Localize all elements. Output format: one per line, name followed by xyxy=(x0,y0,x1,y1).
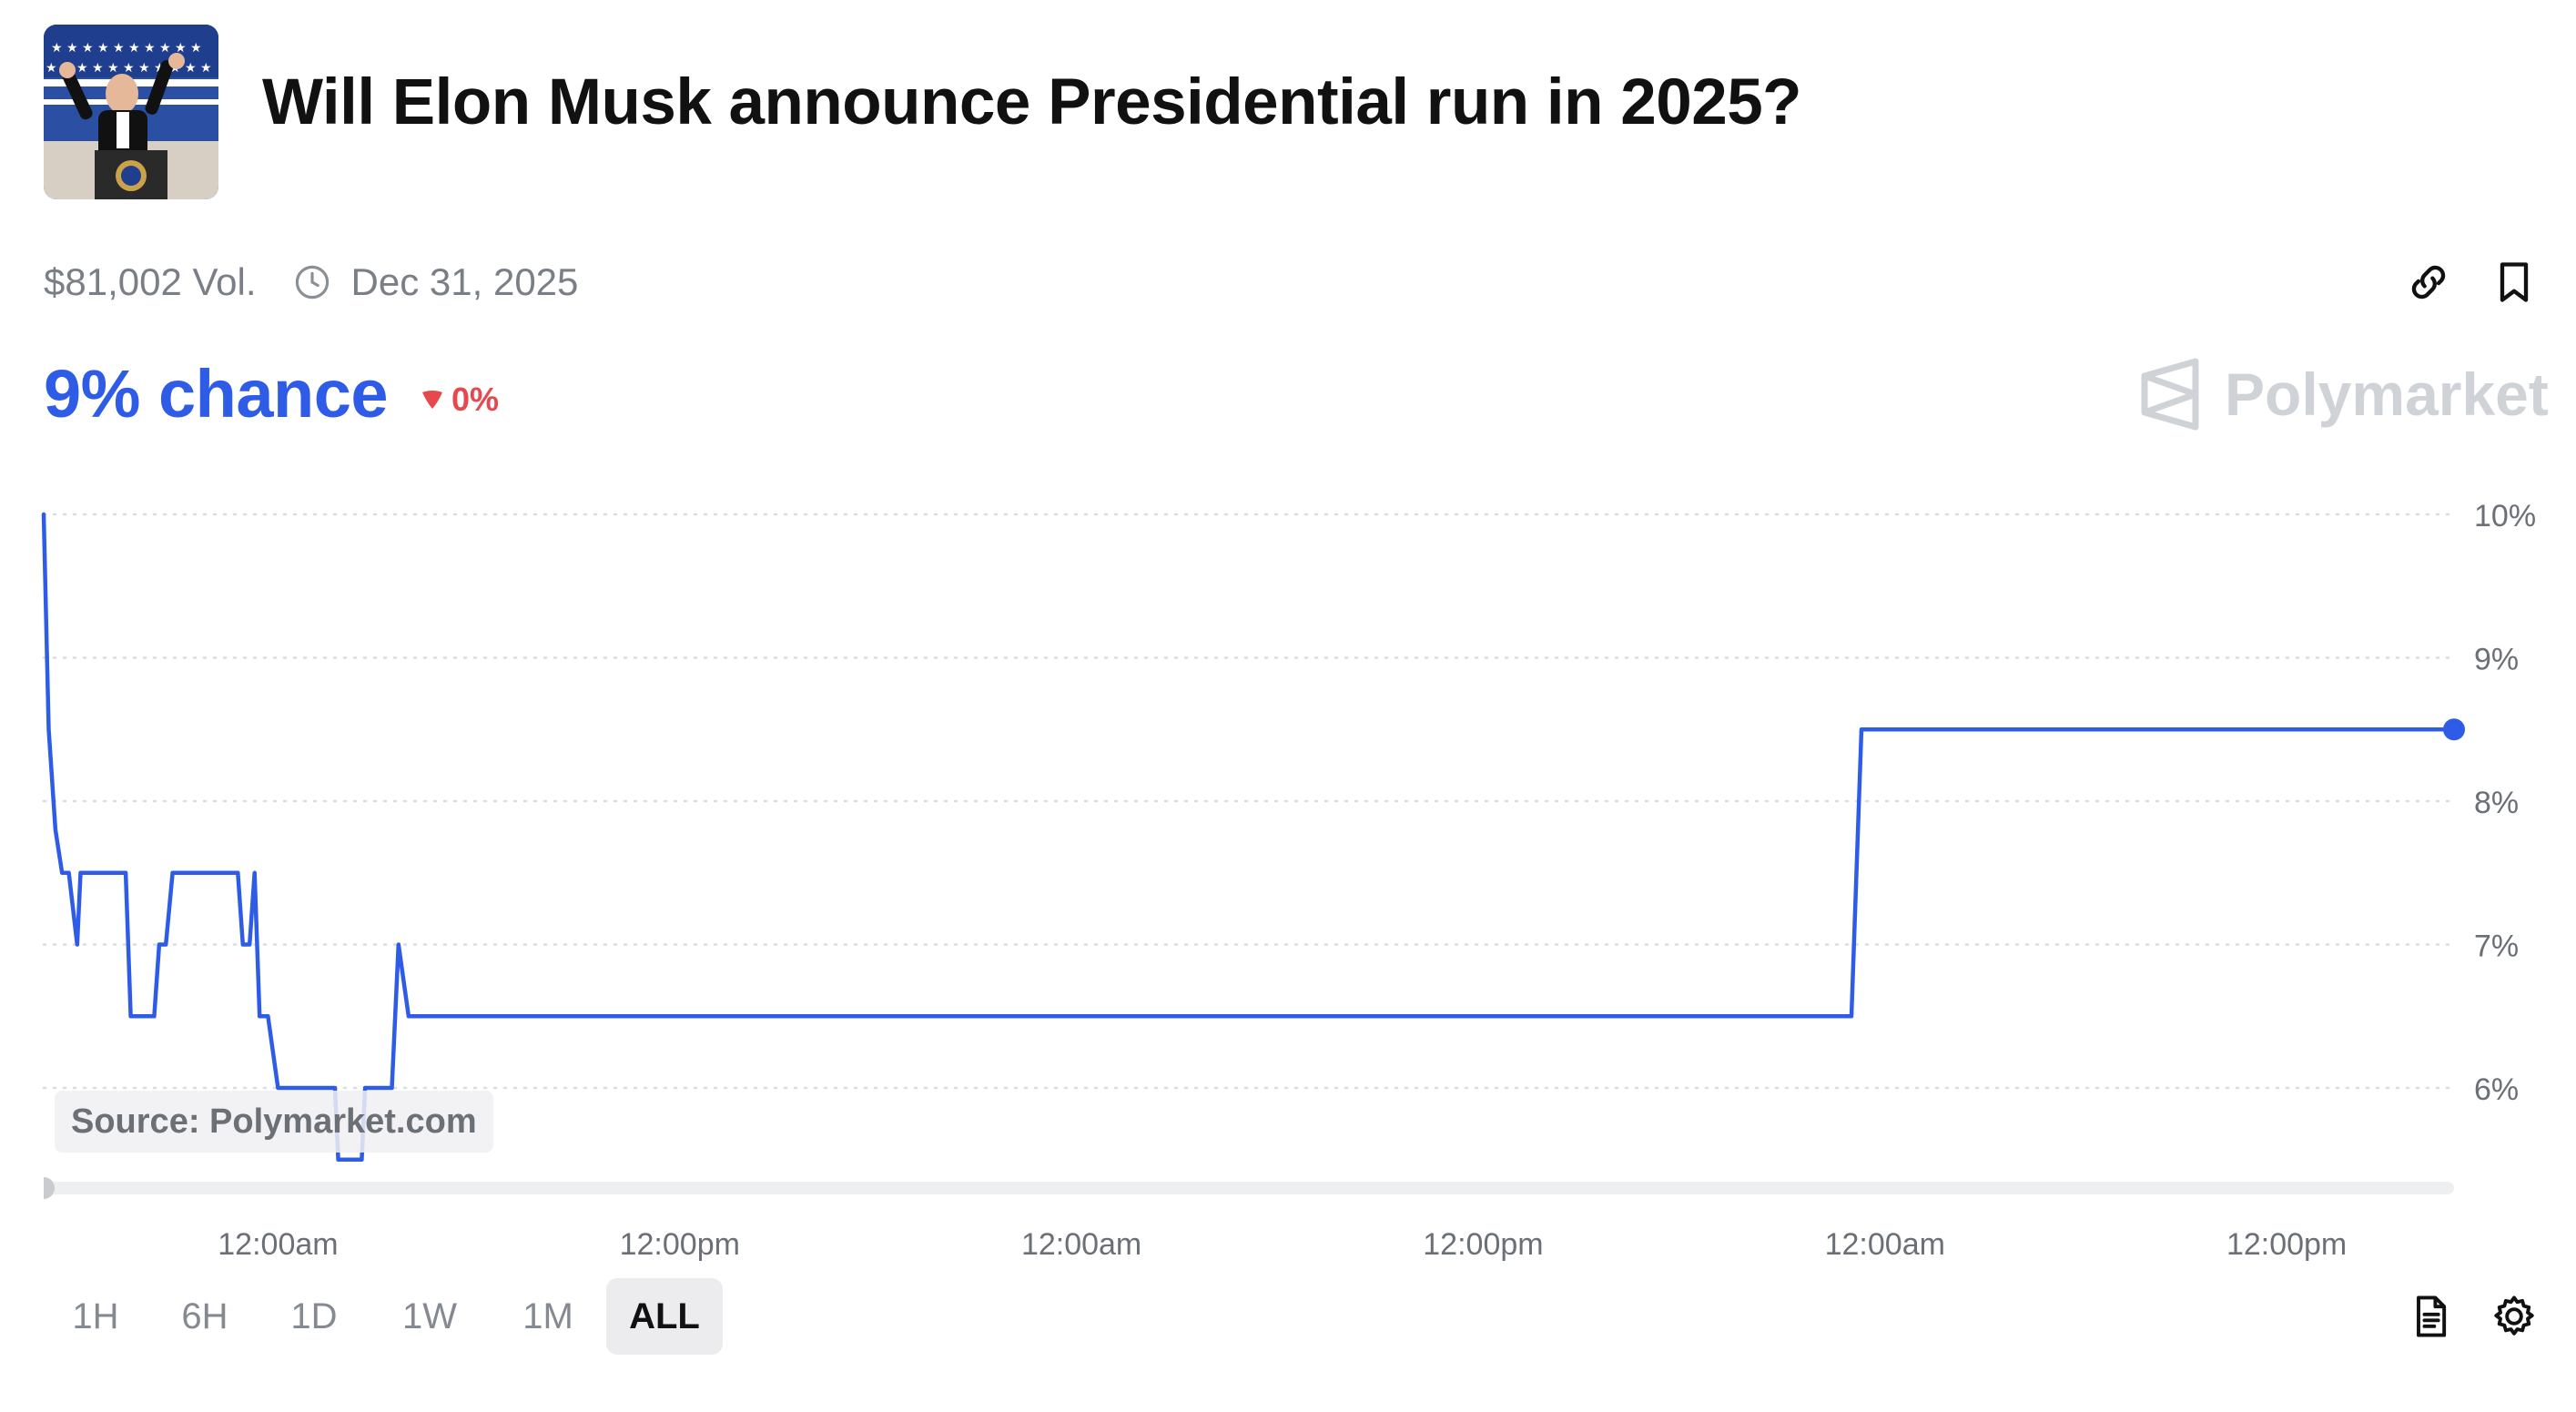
market-meta: $81,002 Vol. Dec 31, 2025 xyxy=(44,257,578,308)
bookmark-icon[interactable] xyxy=(2490,259,2538,306)
series-line xyxy=(41,512,2457,1163)
delta-text: 0% xyxy=(451,381,500,418)
y-tick-label: 7% xyxy=(2474,929,2519,964)
chance-delta: 0% xyxy=(421,381,499,419)
down-triangle-icon xyxy=(422,391,442,409)
range-handle[interactable] xyxy=(44,1177,55,1199)
timeframe-all[interactable]: ALL xyxy=(606,1278,723,1355)
clock-icon xyxy=(295,265,329,300)
market-title: Will Elon Musk announce Presidential run… xyxy=(262,66,1802,138)
timeframe-6h[interactable]: 6H xyxy=(181,1295,228,1336)
range-track[interactable] xyxy=(44,1182,2454,1194)
volume-text: $81,002 Vol. xyxy=(44,260,257,303)
source-watermark: Source: Polymarket.com xyxy=(55,1091,493,1153)
market-thumbnail: ★ ★ ★ ★ ★ ★ ★ ★ ★ ★ ★ ★ ★ ★ ★ ★ ★ ★ ★ ★ … xyxy=(44,25,218,199)
polymarket-logo: Polymarket xyxy=(2137,357,2549,432)
chance-value: 9% chance xyxy=(44,356,389,432)
y-tick-label: 10% xyxy=(2474,499,2536,533)
x-tick-label: 12:00pm xyxy=(620,1227,740,1262)
timeframe-1m[interactable]: 1M xyxy=(522,1295,573,1336)
polymarket-logo-icon xyxy=(2141,358,2199,431)
timeframe-1d[interactable]: 1D xyxy=(290,1295,338,1336)
x-tick-label: 12:00pm xyxy=(1423,1227,1543,1262)
x-tick-label: 12:00am xyxy=(1021,1227,1141,1262)
gear-icon[interactable] xyxy=(2490,1293,2538,1340)
document-icon[interactable] xyxy=(2407,1293,2454,1340)
x-tick-label: 12:00pm xyxy=(2226,1227,2347,1262)
y-tick-label: 8% xyxy=(2474,786,2519,820)
end-date-text: Dec 31, 2025 xyxy=(350,260,579,303)
link-icon[interactable] xyxy=(2405,259,2452,306)
x-tick-label: 12:00am xyxy=(218,1227,338,1262)
timeframe-1h[interactable]: 1H xyxy=(72,1295,119,1336)
latest-point xyxy=(2443,718,2465,741)
y-tick-label: 9% xyxy=(2474,643,2519,677)
y-tick-label: 6% xyxy=(2474,1072,2519,1107)
x-tick-label: 12:00am xyxy=(1825,1227,1945,1262)
svg-text:★ ★ ★ ★ ★ ★ ★ ★ ★ ★: ★ ★ ★ ★ ★ ★ ★ ★ ★ ★ xyxy=(51,41,202,56)
brand-name: Polymarket xyxy=(2225,361,2549,428)
timeframe-1w[interactable]: 1W xyxy=(402,1295,457,1336)
